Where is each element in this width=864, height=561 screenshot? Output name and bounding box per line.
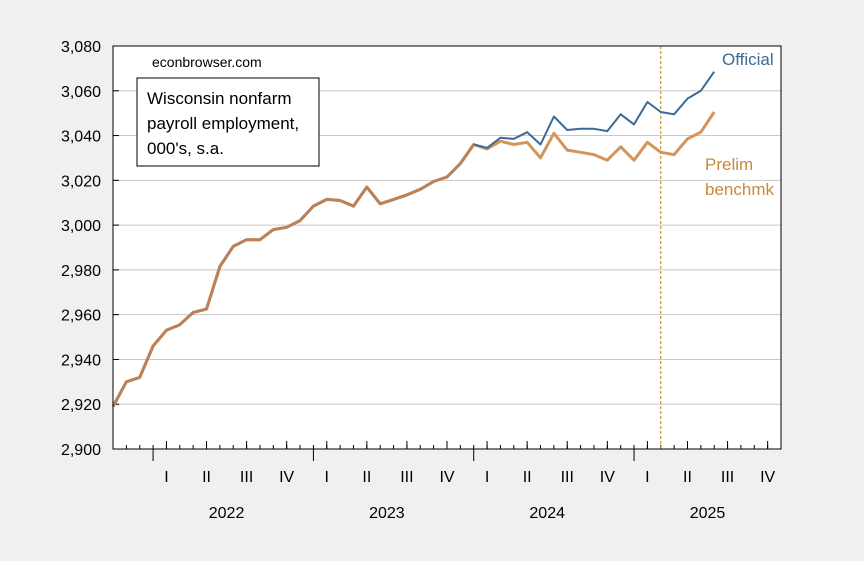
y-tick-label: 3,000 xyxy=(61,218,101,235)
x-quarter-label: III xyxy=(721,469,734,486)
x-quarter-label: I xyxy=(164,469,168,486)
x-quarter-label: III xyxy=(561,469,574,486)
x-year-label: 2024 xyxy=(529,505,565,522)
y-axis: 2,900 2,920 2,940 2,960 2,980 3,000 3,020 3,040… xyxy=(61,39,119,459)
y-tick-label: 3,040 xyxy=(61,129,101,146)
x-year-label: 2025 xyxy=(690,505,726,522)
series-label-prelim-line-2: benchmk xyxy=(705,180,774,199)
y-tick-label: 2,940 xyxy=(61,352,101,369)
x-year-label: 2023 xyxy=(369,505,405,522)
y-tick-label: 3,060 xyxy=(61,84,101,101)
chart-title-line-1: Wisconsin nonfarm xyxy=(147,89,292,108)
series-label-official: Official xyxy=(722,50,774,69)
y-tick-label: 2,920 xyxy=(61,397,101,414)
x-quarter-label: IV xyxy=(279,469,294,486)
x-quarter-label: I xyxy=(485,469,489,486)
y-tick-label: 2,900 xyxy=(61,442,101,459)
y-tick-label: 3,080 xyxy=(61,39,101,56)
x-quarter-label: II xyxy=(683,469,692,486)
chart-title-line-2: payroll employment, xyxy=(147,114,299,133)
source-note: econbrowser.com xyxy=(152,54,262,70)
x-quarter-label: IV xyxy=(600,469,615,486)
y-tick-label: 3,020 xyxy=(61,173,101,190)
y-tick-label: 2,960 xyxy=(61,308,101,325)
x-quarter-label: IV xyxy=(760,469,775,486)
legend-box-frame xyxy=(136,77,320,167)
chart-title-line-3: 000's, s.a. xyxy=(147,139,224,158)
x-quarter-label: I xyxy=(325,469,329,486)
y-tick-label: 2,980 xyxy=(61,263,101,280)
series-lines xyxy=(111,71,716,408)
plot-frame xyxy=(112,45,782,450)
x-quarter-label: II xyxy=(523,469,532,486)
series-label-prelim-line-1: Prelim xyxy=(705,155,753,174)
x-quarter-label: III xyxy=(400,469,413,486)
x-quarter-label: III xyxy=(240,469,253,486)
x-quarter-label: I xyxy=(645,469,649,486)
legend-box: Wisconsin nonfarm payroll employment, 00… xyxy=(136,77,320,167)
x-quarter-label: II xyxy=(362,469,371,486)
x-quarter-label: II xyxy=(202,469,211,486)
x-year-label: 2022 xyxy=(209,505,245,522)
x-quarter-label: IV xyxy=(439,469,454,486)
series-line-overlap xyxy=(111,143,475,408)
